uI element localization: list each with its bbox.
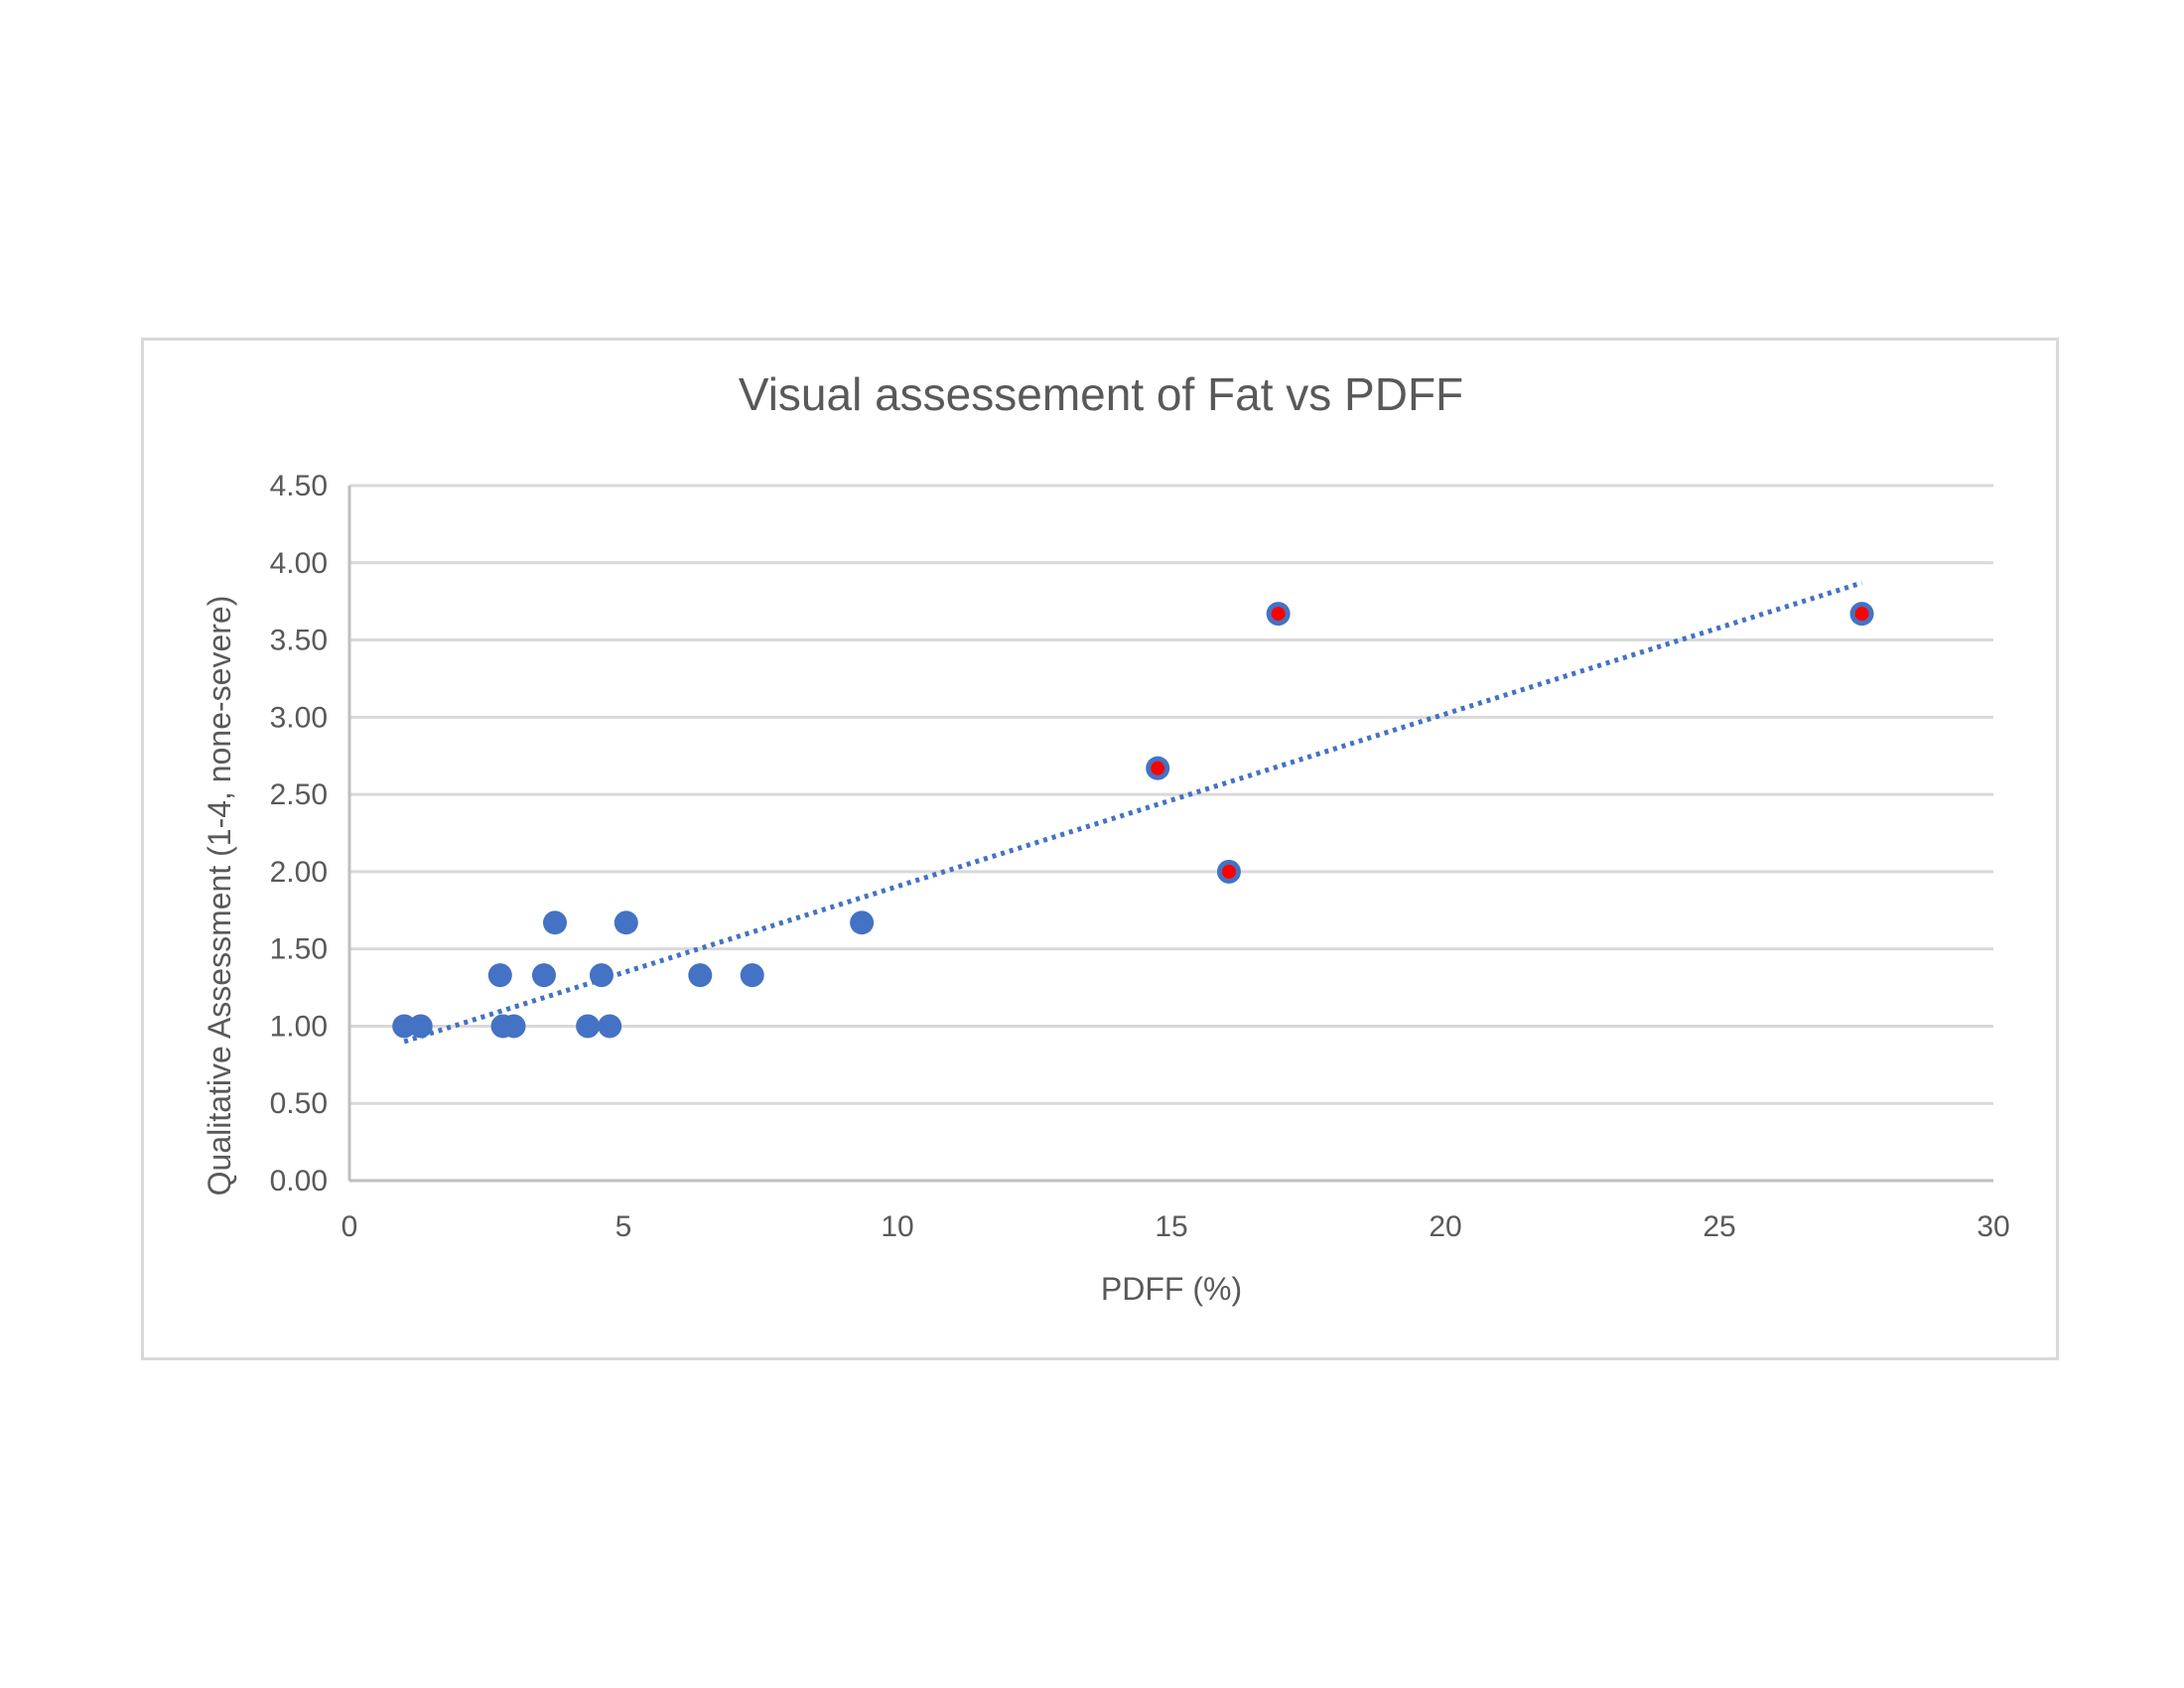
y-tick-label: 0.00 [270, 1165, 328, 1197]
y-axis-title: Qualitative Assessment (1-4, none-severe… [202, 596, 237, 1196]
y-tick-label: 1.00 [270, 1010, 328, 1043]
data-point [740, 963, 764, 988]
y-tick-label: 1.50 [270, 933, 328, 966]
data-point [589, 963, 614, 988]
data-point-highlight [1151, 761, 1165, 775]
x-tick-label: 5 [615, 1210, 632, 1243]
data-point [614, 911, 638, 935]
x-tick-labels: 0 5 10 15 20 25 30 [341, 1210, 2010, 1243]
chart-svg: Visual assessement of Fat vs PDFF 0.000.… [202, 368, 2010, 1307]
data-point-highlight [1271, 607, 1286, 622]
data-point-highlight [1221, 864, 1236, 879]
data-point [576, 1014, 601, 1039]
x-tick-label: 20 [1429, 1210, 1461, 1243]
x-tick-label: 30 [1977, 1210, 2009, 1243]
data-point [408, 1014, 433, 1039]
data-point-highlight [1854, 607, 1869, 622]
trendline [403, 580, 1863, 1045]
chart-title: Visual assessement of Fat vs PDFF [739, 368, 1463, 420]
data-point [543, 911, 567, 935]
data-points [392, 602, 1874, 1039]
chart-frame: Visual assessement of Fat vs PDFF 0.00 0.… [141, 338, 2059, 1360]
y-tick-label: 3.50 [270, 625, 328, 657]
y-tick-label: 4.00 [270, 547, 328, 580]
x-tick-label: 0 [341, 1210, 358, 1243]
y-tick-label: 4.50 [270, 470, 328, 502]
y-tick-label: 2.00 [270, 856, 328, 889]
y-tick-labels: 0.00 0.50 1.00 1.50 2.00 2.50 3.00 3.50 4.00 4.50 [270, 470, 328, 1197]
data-point [487, 963, 512, 988]
axes [347, 486, 1993, 1183]
y-tick-label: 0.50 [270, 1087, 328, 1120]
gridlines [349, 484, 1993, 1105]
y-tick-label: 3.00 [270, 701, 328, 734]
x-tick-label: 25 [1703, 1210, 1735, 1243]
data-point [501, 1014, 526, 1039]
data-point [850, 911, 875, 935]
trendline-group [403, 580, 1863, 1045]
data-point [531, 963, 556, 988]
x-axis-title: PDFF (%) [1101, 1271, 1242, 1307]
x-tick-label: 15 [1155, 1210, 1187, 1243]
data-point [688, 963, 713, 988]
y-tick-label: 2.50 [270, 778, 328, 811]
x-tick-label: 10 [881, 1210, 913, 1243]
data-point [598, 1014, 622, 1039]
data-point [392, 1014, 417, 1039]
